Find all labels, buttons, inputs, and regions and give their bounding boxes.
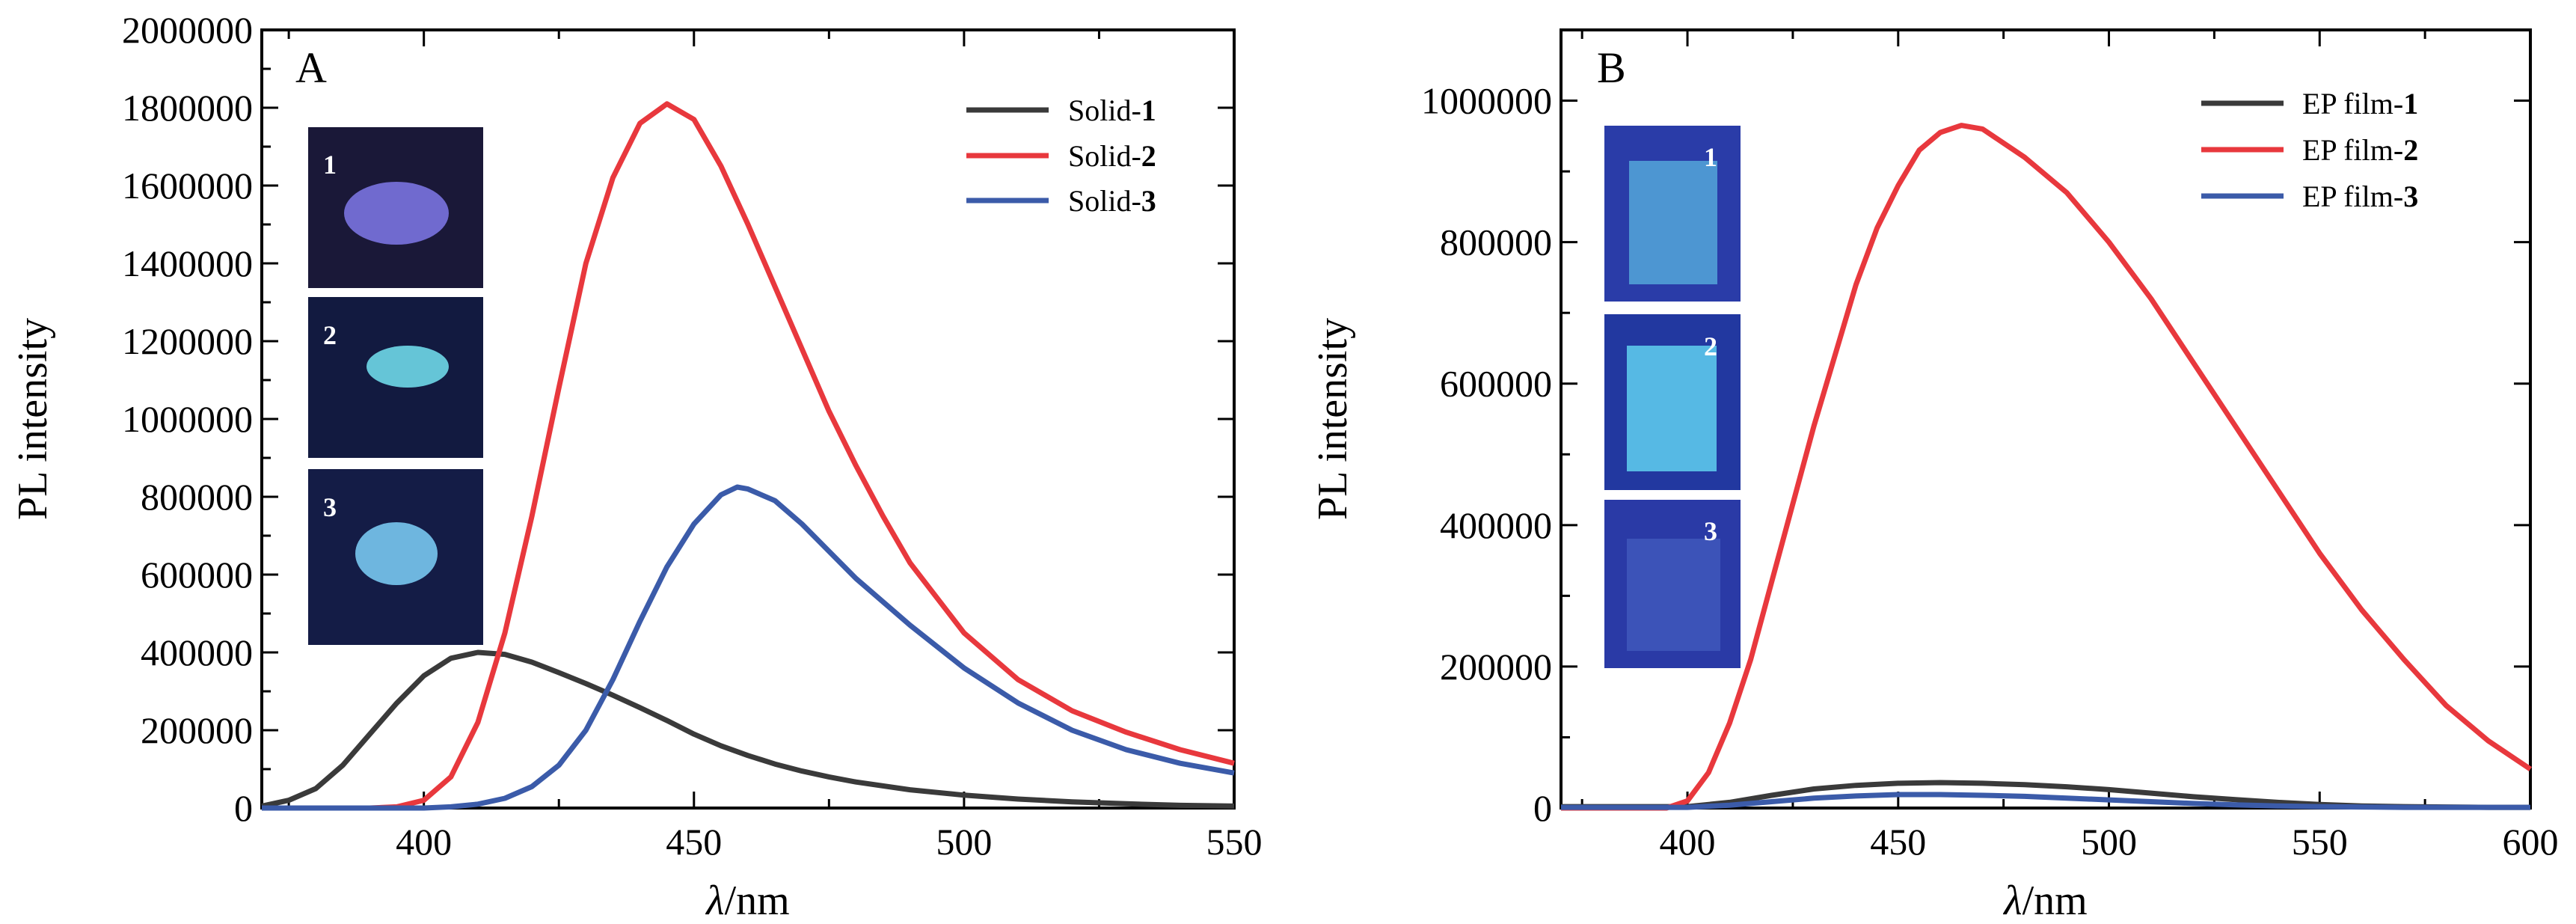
- x-tick-label: 550: [2292, 821, 2348, 863]
- inset-luminescent-sample: [344, 182, 449, 245]
- svg-text:EP film-2: EP film-2: [2302, 133, 2418, 167]
- x-axis-label-a: λ/nm: [705, 878, 789, 924]
- svg-text:EP film-1: EP film-1: [2302, 87, 2418, 120]
- x-tick-label: 550: [1206, 821, 1263, 863]
- series-group-a: [261, 101, 1235, 811]
- legend-label-ep-film-1-num: 1: [2403, 87, 2418, 120]
- inset-photo-2-b: 2: [1604, 314, 1741, 490]
- y-tick-label: 1600000: [122, 165, 253, 206]
- y-tick-label: 1800000: [122, 87, 253, 129]
- y-tick-label: 200000: [141, 709, 253, 751]
- y-tick-label: 1400000: [122, 242, 253, 284]
- inset-luminescent-sample: [1627, 539, 1720, 651]
- inset-photo-3-a: 3: [308, 469, 483, 645]
- inset-number-3-a: 3: [323, 492, 337, 522]
- x-tick-label: 500: [2081, 821, 2137, 863]
- legend-label-ep-film-2-num: 2: [2403, 133, 2418, 167]
- y-tick-label: 400000: [1440, 504, 1552, 546]
- legend-entry-solid-1: Solid-1: [966, 94, 1156, 127]
- inset-photo-1-a: 1: [308, 127, 483, 288]
- svg-text:EP film-3: EP film-3: [2302, 180, 2418, 213]
- series-line-solid-1: [261, 649, 1235, 809]
- x-tick-label: 600: [2503, 821, 2559, 863]
- x-tick-label: 500: [936, 821, 992, 863]
- panel-letter-b: B: [1597, 43, 1626, 92]
- inset-number-3-b: 3: [1704, 516, 1717, 546]
- legend-entry-ep-film-2: EP film-2: [2201, 133, 2418, 167]
- y-tick-label: 2000000: [122, 9, 253, 51]
- legend-entry-solid-2: Solid-2: [966, 139, 1156, 173]
- panel-letter-a: A: [295, 43, 327, 92]
- x-axis-label-symbol-a: λ: [705, 878, 724, 924]
- legend-label-solid-2: Solid-: [1068, 139, 1141, 173]
- inset-photo-3-b: 3: [1604, 500, 1741, 668]
- chart-panel-b: 400 450 500 550 600 0 200000 400000 600000 800000…: [1310, 28, 2559, 924]
- inset-luminescent-sample: [355, 522, 438, 585]
- svg-text:Solid-3: Solid-3: [1068, 184, 1156, 218]
- legend-label-solid-3: Solid-: [1068, 184, 1141, 218]
- series-group-b: [1561, 123, 2532, 811]
- legend-b: EP film-1 EP film-2 EP film-3: [2201, 87, 2418, 213]
- inset-luminescent-sample: [367, 346, 449, 388]
- y-tick-label: 0: [1533, 787, 1552, 829]
- inset-number-1-b: 1: [1704, 142, 1717, 172]
- y-tick-label: 800000: [141, 476, 253, 518]
- svg-text:Solid-1: Solid-1: [1068, 94, 1156, 127]
- svg-text:Solid-2: Solid-2: [1068, 139, 1156, 173]
- x-tick-label: 400: [396, 821, 452, 863]
- legend-label-ep-film-1: EP film-: [2302, 87, 2403, 120]
- y-tick-label: 1000000: [1421, 80, 1552, 122]
- y-tick-label: 1200000: [122, 320, 253, 362]
- plot-frame-b: [1560, 28, 2532, 810]
- series-line-ep-film-3: [1561, 792, 2530, 810]
- x-axis-label-unit-a: /nm: [725, 878, 790, 924]
- y-tick-label: 800000: [1440, 221, 1552, 263]
- x-tick-label: 400: [1660, 821, 1716, 863]
- legend-entry-ep-film-3: EP film-3: [2201, 180, 2418, 213]
- y-tick-label: 200000: [1440, 646, 1552, 688]
- x-axis-label-unit-b: /nm: [2023, 878, 2088, 924]
- legend-entry-solid-3: Solid-3: [966, 184, 1156, 218]
- inset-luminescent-sample: [1627, 346, 1717, 471]
- inset-luminescent-sample: [1629, 161, 1717, 284]
- inset-photo-2-a: 2: [308, 297, 483, 458]
- y-axis-label-a: PL intensity: [10, 318, 56, 520]
- y-tick-label: 0: [234, 787, 253, 829]
- series-line-solid-3: [262, 484, 1235, 811]
- tick-labels-a: 400 450 500 550 0 200000 400000 600000 800000 100…: [122, 9, 1263, 863]
- chart-panel-a: 400 450 500 550 0 200000 400000 600000 800000 100…: [10, 9, 1263, 924]
- inset-number-2-a: 2: [323, 320, 337, 350]
- inset-photo-1-b: 1: [1604, 126, 1741, 302]
- legend-label-ep-film-3: EP film-: [2302, 180, 2403, 213]
- inset-number-1-a: 1: [323, 150, 337, 180]
- x-axis-label-b: λ/nm: [2002, 878, 2087, 924]
- legend-label-ep-film-2: EP film-: [2302, 133, 2403, 167]
- y-axis-label-b: PL intensity: [1310, 318, 1356, 520]
- y-tick-label: 400000: [141, 631, 253, 673]
- y-tick-label: 1000000: [122, 398, 253, 440]
- legend-label-solid-1-num: 1: [1141, 94, 1156, 127]
- x-axis-label-symbol-b: λ: [2002, 878, 2022, 924]
- legend-entry-ep-film-1: EP film-1: [2201, 87, 2418, 120]
- legend-label-solid-2-num: 2: [1141, 139, 1156, 173]
- series-line-solid-2: [262, 101, 1235, 811]
- y-tick-label: 600000: [1440, 363, 1552, 405]
- series-line-ep-film-2: [1561, 123, 2532, 811]
- inset-number-2-b: 2: [1704, 331, 1717, 361]
- x-tick-label: 450: [666, 821, 722, 863]
- legend-label-ep-film-3-num: 3: [2403, 180, 2418, 213]
- x-tick-label: 450: [1870, 821, 1926, 863]
- y-tick-label: 600000: [141, 554, 253, 596]
- legend-a: Solid-1 Solid-2 Solid-3: [966, 94, 1156, 218]
- legend-label-solid-1: Solid-: [1068, 94, 1141, 127]
- tick-labels-b: 400 450 500 550 600 0 200000 400000 600000 800000…: [1421, 80, 2559, 863]
- legend-label-solid-3-num: 3: [1141, 184, 1156, 218]
